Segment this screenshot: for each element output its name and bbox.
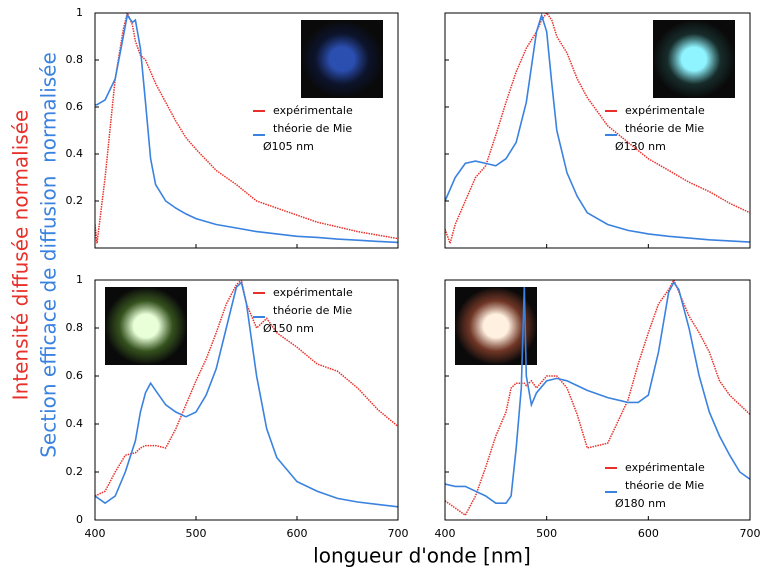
series-line: [445, 13, 750, 246]
size-annotation: Ø105 nm: [263, 140, 314, 153]
legend-label: théorie de Mie: [273, 304, 352, 317]
x-tick-label: 500: [536, 527, 557, 540]
y-tick-label: 0.2: [66, 465, 84, 478]
y-tick-label: 0.6: [66, 369, 84, 382]
series-line: [95, 13, 398, 244]
legend-label: expérimentale: [625, 461, 705, 474]
series-line: [445, 280, 750, 517]
legend-label: expérimentale: [625, 104, 705, 117]
y-tick-label: 0.8: [66, 53, 84, 66]
x-tick-label: 600: [287, 527, 308, 540]
inset-image: [653, 20, 735, 98]
y-axis-label-red: Intensité diffusée normalisée: [9, 110, 33, 401]
x-tick-label: 600: [638, 527, 659, 540]
y-tick-label: 1: [76, 6, 83, 19]
legend-label: expérimentale: [273, 104, 353, 117]
size-annotation: Ø180 nm: [615, 497, 666, 510]
y-axis-label-blue: Section efficace de diffusion normalisée: [37, 52, 61, 458]
plot-frame: [444, 279, 751, 521]
x-tick-label: 500: [186, 527, 207, 540]
series-line: [95, 280, 398, 508]
plot-frame: [94, 12, 399, 249]
series-line: [445, 13, 750, 243]
x-axis-label: longueur d'onde [nm]: [313, 544, 531, 568]
series-line: [95, 13, 398, 244]
series-line: [445, 280, 750, 504]
y-tick-label: 0.4: [66, 417, 84, 430]
size-annotation: Ø130 nm: [615, 140, 666, 153]
plot-frame: [444, 12, 751, 249]
y-tick-label: 0: [76, 513, 83, 526]
x-tick-label: 700: [388, 527, 409, 540]
y-tick-label: 0.8: [66, 321, 84, 334]
legend-label: théorie de Mie: [273, 122, 352, 135]
x-tick-label: 700: [740, 527, 760, 540]
y-tick-label: 0.4: [66, 147, 84, 160]
x-tick-label: 400: [435, 527, 456, 540]
plot-frame: [94, 279, 399, 521]
inset-image: [301, 20, 383, 98]
x-tick-label: 400: [85, 527, 106, 540]
legend-label: théorie de Mie: [625, 479, 704, 492]
legend-label: théorie de Mie: [625, 122, 704, 135]
y-tick-label: 0.6: [66, 100, 84, 113]
legend-label: expérimentale: [273, 286, 353, 299]
size-annotation: Ø150 nm: [263, 322, 314, 335]
inset-image: [105, 287, 187, 365]
series-line: [95, 280, 398, 497]
y-tick-label: 1: [76, 273, 83, 286]
y-tick-label: 0.2: [66, 194, 84, 207]
